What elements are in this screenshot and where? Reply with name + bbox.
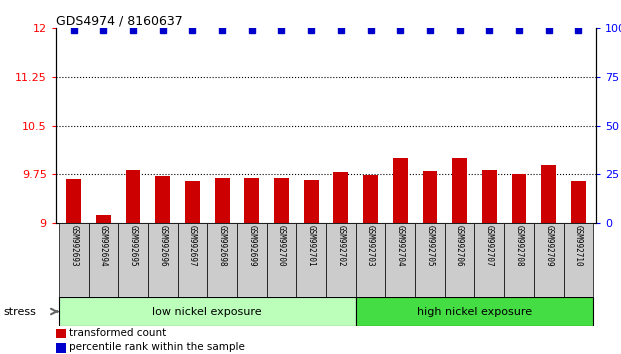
Text: GSM992699: GSM992699 — [247, 225, 256, 267]
Bar — [96, 215, 111, 223]
Bar — [56, 329, 66, 338]
Bar — [563, 223, 593, 297]
Bar — [237, 223, 266, 297]
Bar — [333, 172, 348, 223]
Bar — [296, 223, 326, 297]
Bar — [452, 158, 467, 223]
Bar — [266, 223, 296, 297]
Bar — [89, 223, 118, 297]
Bar — [245, 178, 259, 223]
Text: GSM992695: GSM992695 — [129, 225, 138, 267]
Bar — [59, 223, 89, 297]
Bar — [125, 170, 140, 223]
Text: GSM992710: GSM992710 — [574, 225, 583, 267]
Bar — [571, 181, 586, 223]
Text: GDS4974 / 8160637: GDS4974 / 8160637 — [56, 14, 183, 27]
Bar — [215, 178, 230, 223]
Bar — [207, 223, 237, 297]
Bar — [148, 223, 178, 297]
Text: GSM992701: GSM992701 — [307, 225, 315, 267]
Text: percentile rank within the sample: percentile rank within the sample — [70, 342, 245, 353]
Bar — [415, 223, 445, 297]
Bar — [66, 179, 81, 223]
Bar — [59, 297, 356, 326]
Bar — [356, 223, 386, 297]
Text: GSM992704: GSM992704 — [396, 225, 405, 267]
Bar — [304, 179, 319, 223]
Text: GSM992698: GSM992698 — [217, 225, 227, 267]
Text: GSM992706: GSM992706 — [455, 225, 464, 267]
Text: GSM992694: GSM992694 — [99, 225, 108, 267]
Text: GSM992697: GSM992697 — [188, 225, 197, 267]
Bar — [534, 223, 563, 297]
Text: low nickel exposure: low nickel exposure — [153, 307, 262, 316]
Bar — [422, 171, 437, 223]
Text: transformed count: transformed count — [70, 328, 166, 338]
Bar — [178, 223, 207, 297]
Text: GSM992696: GSM992696 — [158, 225, 167, 267]
Text: GSM992702: GSM992702 — [337, 225, 345, 267]
Text: GSM992705: GSM992705 — [425, 225, 435, 267]
Bar — [185, 181, 200, 223]
Bar — [356, 297, 593, 326]
Bar — [386, 223, 415, 297]
Bar — [445, 223, 474, 297]
Bar — [118, 223, 148, 297]
Bar — [512, 174, 527, 223]
Text: stress: stress — [3, 307, 36, 316]
Bar — [363, 175, 378, 223]
Text: GSM992703: GSM992703 — [366, 225, 375, 267]
Bar — [274, 178, 289, 223]
Text: GSM992693: GSM992693 — [69, 225, 78, 267]
Text: GSM992708: GSM992708 — [514, 225, 524, 267]
Bar — [56, 343, 66, 353]
Bar — [155, 176, 170, 223]
Bar — [393, 158, 407, 223]
Text: GSM992707: GSM992707 — [485, 225, 494, 267]
Text: high nickel exposure: high nickel exposure — [417, 307, 532, 316]
Bar — [326, 223, 356, 297]
Text: GSM992700: GSM992700 — [277, 225, 286, 267]
Text: GSM992709: GSM992709 — [544, 225, 553, 267]
Bar — [474, 223, 504, 297]
Bar — [542, 165, 556, 223]
Bar — [504, 223, 534, 297]
Bar — [482, 170, 497, 223]
